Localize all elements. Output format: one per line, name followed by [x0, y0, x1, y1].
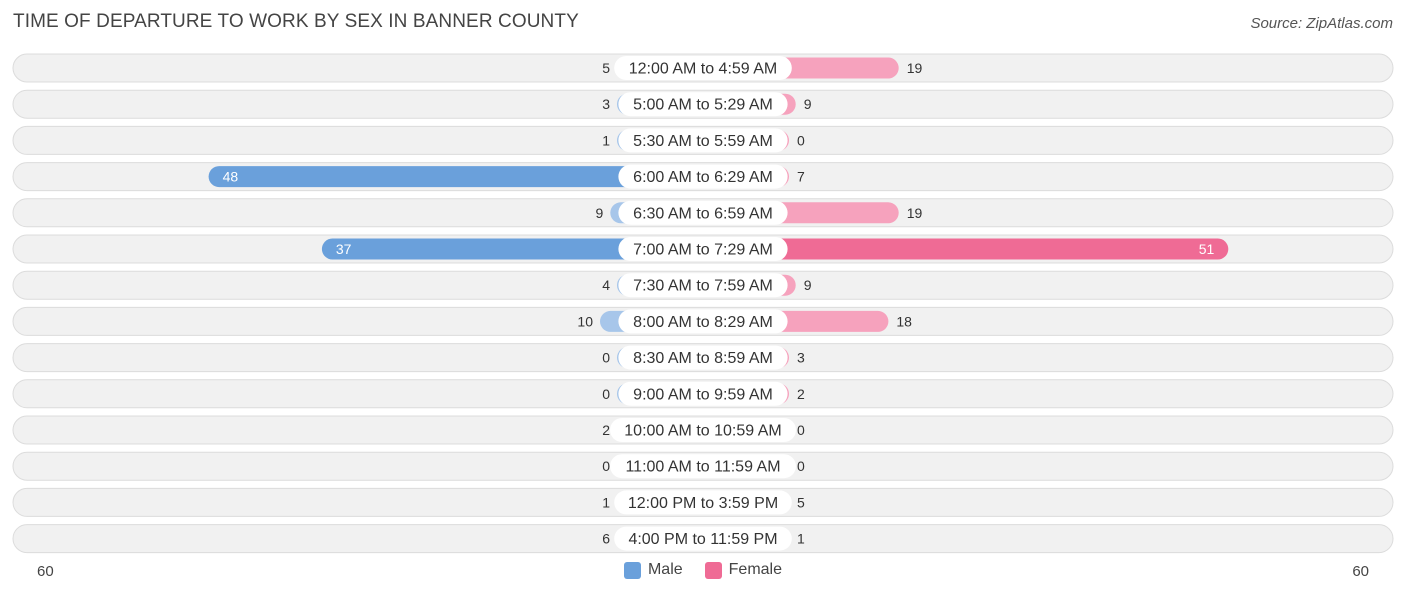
category-label-pill	[610, 454, 796, 479]
category-label: 5:30 AM to 5:59 AM	[633, 133, 773, 150]
category-label: 9:00 AM to 9:59 AM	[633, 386, 773, 403]
category-label: 5:00 AM to 5:29 AM	[633, 97, 773, 114]
category-label: 8:30 AM to 8:59 AM	[633, 350, 773, 367]
category-label-pill	[614, 56, 792, 80]
data-label-male: 0	[602, 386, 610, 402]
data-label-female: 1	[797, 531, 805, 547]
data-label-female: 3	[797, 350, 805, 366]
category-label-pill	[618, 273, 788, 298]
category-label-pill	[618, 92, 788, 117]
bar-male	[321, 238, 703, 260]
data-label-female: 0	[797, 422, 805, 438]
data-label-male: 0	[602, 350, 610, 366]
data-label-female: 2	[797, 386, 805, 402]
data-label-male: 4	[602, 277, 610, 293]
category-label-pill	[618, 381, 788, 406]
data-label-male: 0	[602, 458, 610, 474]
category-label-pill	[618, 164, 788, 189]
category-label: 7:30 AM to 7:59 AM	[633, 278, 773, 295]
data-label-female: 0	[797, 458, 805, 474]
category-label-pill	[614, 526, 792, 551]
legend-label-male: Male	[647, 561, 683, 578]
legend-item-male: Male	[623, 561, 683, 579]
data-label-male: 10	[577, 313, 593, 329]
category-label: 4:00 PM to 11:59 PM	[628, 531, 777, 548]
axis-min-label: 60	[37, 563, 54, 580]
data-label-male: 37	[336, 241, 352, 257]
category-label-pill	[618, 345, 788, 370]
data-label-female: 18	[896, 313, 912, 329]
data-label-female: 9	[804, 96, 812, 112]
bar-female	[703, 238, 1229, 260]
data-label-female: 0	[797, 132, 805, 148]
legend-label-female: Female	[728, 561, 783, 578]
data-label-female: 5	[797, 494, 805, 510]
axis-max-label: 60	[1352, 563, 1369, 580]
category-label-pill	[618, 128, 788, 153]
category-label: 8:00 AM to 8:29 AM	[633, 314, 773, 331]
category-label: 11:00 AM to 11:59 AM	[625, 459, 780, 476]
data-label-male: 1	[602, 494, 610, 510]
category-label: 12:00 PM to 3:59 PM	[628, 495, 778, 512]
data-label-female: 19	[907, 60, 923, 76]
category-label: 10:00 AM to 10:59 AM	[624, 423, 781, 440]
chart-source: Source: ZipAtlas.com	[1250, 15, 1393, 32]
data-label-female: 9	[804, 277, 812, 293]
category-label: 6:00 AM to 6:29 AM	[633, 169, 773, 186]
data-label-female: 51	[1199, 241, 1215, 257]
legend-item-female: Female	[704, 561, 783, 579]
data-label-female: 19	[907, 205, 923, 221]
category-label-pill	[610, 418, 796, 442]
category-label-pill	[618, 200, 788, 225]
chart-title: TIME OF DEPARTURE TO WORK BY SEX IN BANN…	[13, 11, 579, 32]
category-label: 7:00 AM to 7:29 AM	[633, 242, 773, 259]
data-label-male: 9	[596, 205, 604, 221]
data-label-male: 2	[602, 422, 610, 438]
data-label-male: 5	[602, 60, 610, 76]
data-label-male: 48	[223, 169, 239, 185]
data-label-male: 3	[602, 96, 610, 112]
category-label: 12:00 AM to 4:59 AM	[629, 61, 778, 78]
legend-swatch-female	[704, 561, 722, 579]
data-label-male: 1	[602, 132, 610, 148]
category-label-pill	[618, 309, 788, 334]
category-label: 6:30 AM to 6:59 AM	[633, 205, 773, 222]
data-label-female: 7	[797, 169, 805, 185]
legend: Male Female	[0, 561, 1406, 579]
category-label-pill	[614, 490, 792, 515]
data-label-male: 6	[602, 531, 610, 547]
bar-male	[208, 166, 703, 188]
category-label-pill	[618, 237, 788, 261]
legend-swatch-male	[623, 561, 641, 579]
